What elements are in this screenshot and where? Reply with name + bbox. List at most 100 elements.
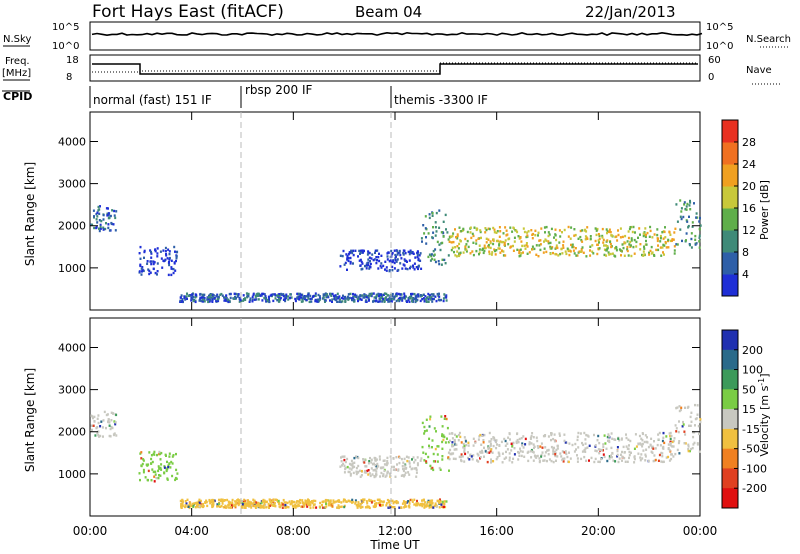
data-cell	[465, 443, 468, 447]
data-cell	[269, 500, 272, 503]
data-cell	[520, 437, 523, 440]
data-cell	[645, 233, 647, 237]
data-cell	[174, 478, 177, 482]
data-cell	[359, 475, 362, 478]
data-cell	[434, 295, 437, 298]
data-cell	[365, 500, 368, 503]
data-cell	[278, 295, 281, 298]
data-cell	[303, 503, 306, 507]
data-cell	[546, 459, 548, 463]
data-cell	[184, 505, 187, 508]
data-cell	[340, 456, 342, 459]
data-cell	[247, 504, 250, 507]
data-cell	[366, 469, 369, 473]
data-cell	[360, 469, 363, 473]
data-cell	[464, 438, 467, 442]
data-cell	[272, 293, 275, 296]
data-cell	[428, 216, 431, 220]
data-cell	[364, 506, 367, 509]
data-cell	[475, 228, 478, 232]
data-cell	[398, 299, 401, 303]
data-cell	[318, 505, 321, 508]
data-cell	[526, 252, 529, 255]
data-cell	[246, 296, 249, 299]
data-cell	[692, 443, 695, 446]
data-cell	[690, 232, 693, 235]
data-cell	[671, 440, 674, 444]
data-cell	[432, 249, 435, 253]
data-cell	[689, 449, 691, 453]
data-cell	[581, 450, 584, 453]
data-cell	[586, 446, 589, 449]
data-cell	[376, 462, 379, 466]
data-cell	[244, 298, 247, 301]
data-cell	[186, 292, 188, 295]
data-cell	[92, 416, 94, 420]
data-cell	[594, 449, 597, 452]
data-cell	[440, 298, 442, 302]
data-cell	[676, 220, 679, 223]
data-cell	[403, 505, 406, 508]
data-cell	[571, 443, 574, 447]
data-cell	[374, 475, 377, 478]
data-cell	[245, 504, 248, 507]
data-cell	[623, 451, 626, 454]
data-cell	[526, 231, 529, 234]
data-cell	[312, 506, 315, 509]
data-cell	[451, 246, 454, 249]
data-cell	[663, 244, 666, 247]
data-cell	[431, 446, 433, 449]
data-cell	[419, 252, 422, 255]
data-cell	[598, 441, 601, 445]
data-cell	[283, 501, 286, 504]
data-cell	[423, 506, 426, 509]
data-cell	[608, 440, 611, 444]
data-cell	[244, 499, 247, 503]
data-cell	[156, 255, 159, 258]
data-cell	[698, 450, 701, 453]
data-cell	[309, 506, 312, 510]
data-cell	[548, 233, 551, 236]
data-cell	[692, 435, 695, 439]
data-cell	[91, 223, 94, 226]
data-cell	[663, 230, 666, 234]
data-cell	[611, 252, 614, 255]
data-cell	[633, 238, 636, 242]
data-cell	[143, 249, 146, 253]
data-cell	[530, 434, 533, 438]
data-cell	[259, 504, 262, 507]
data-cell	[380, 262, 383, 265]
data-cell	[418, 254, 421, 257]
data-cell	[347, 293, 350, 296]
data-cell	[445, 296, 448, 299]
data-cell	[442, 297, 445, 300]
data-cell	[379, 475, 382, 478]
data-cell	[601, 234, 604, 238]
data-cell	[394, 259, 397, 262]
data-cell	[427, 292, 430, 296]
data-cell	[175, 257, 178, 260]
data-cell	[400, 257, 403, 260]
data-cell	[452, 240, 455, 244]
data-cell	[399, 293, 402, 296]
data-cell	[221, 502, 224, 505]
data-cell	[594, 239, 597, 243]
data-cell	[421, 504, 424, 508]
data-cell	[598, 234, 601, 238]
data-cell	[698, 234, 701, 237]
data-cell	[556, 447, 559, 450]
data-cell	[443, 435, 446, 439]
data-cell	[216, 505, 219, 508]
data-cell	[371, 253, 374, 256]
data-cell	[439, 468, 442, 471]
data-cell	[652, 447, 655, 450]
data-cell	[576, 254, 579, 257]
data-cell	[90, 429, 93, 432]
data-cell	[227, 503, 230, 507]
data-cell	[442, 434, 445, 437]
data-cell	[224, 499, 226, 502]
data-cell	[583, 455, 586, 459]
data-cell	[576, 457, 579, 460]
data-cell	[403, 473, 406, 477]
data-cell	[525, 235, 528, 239]
